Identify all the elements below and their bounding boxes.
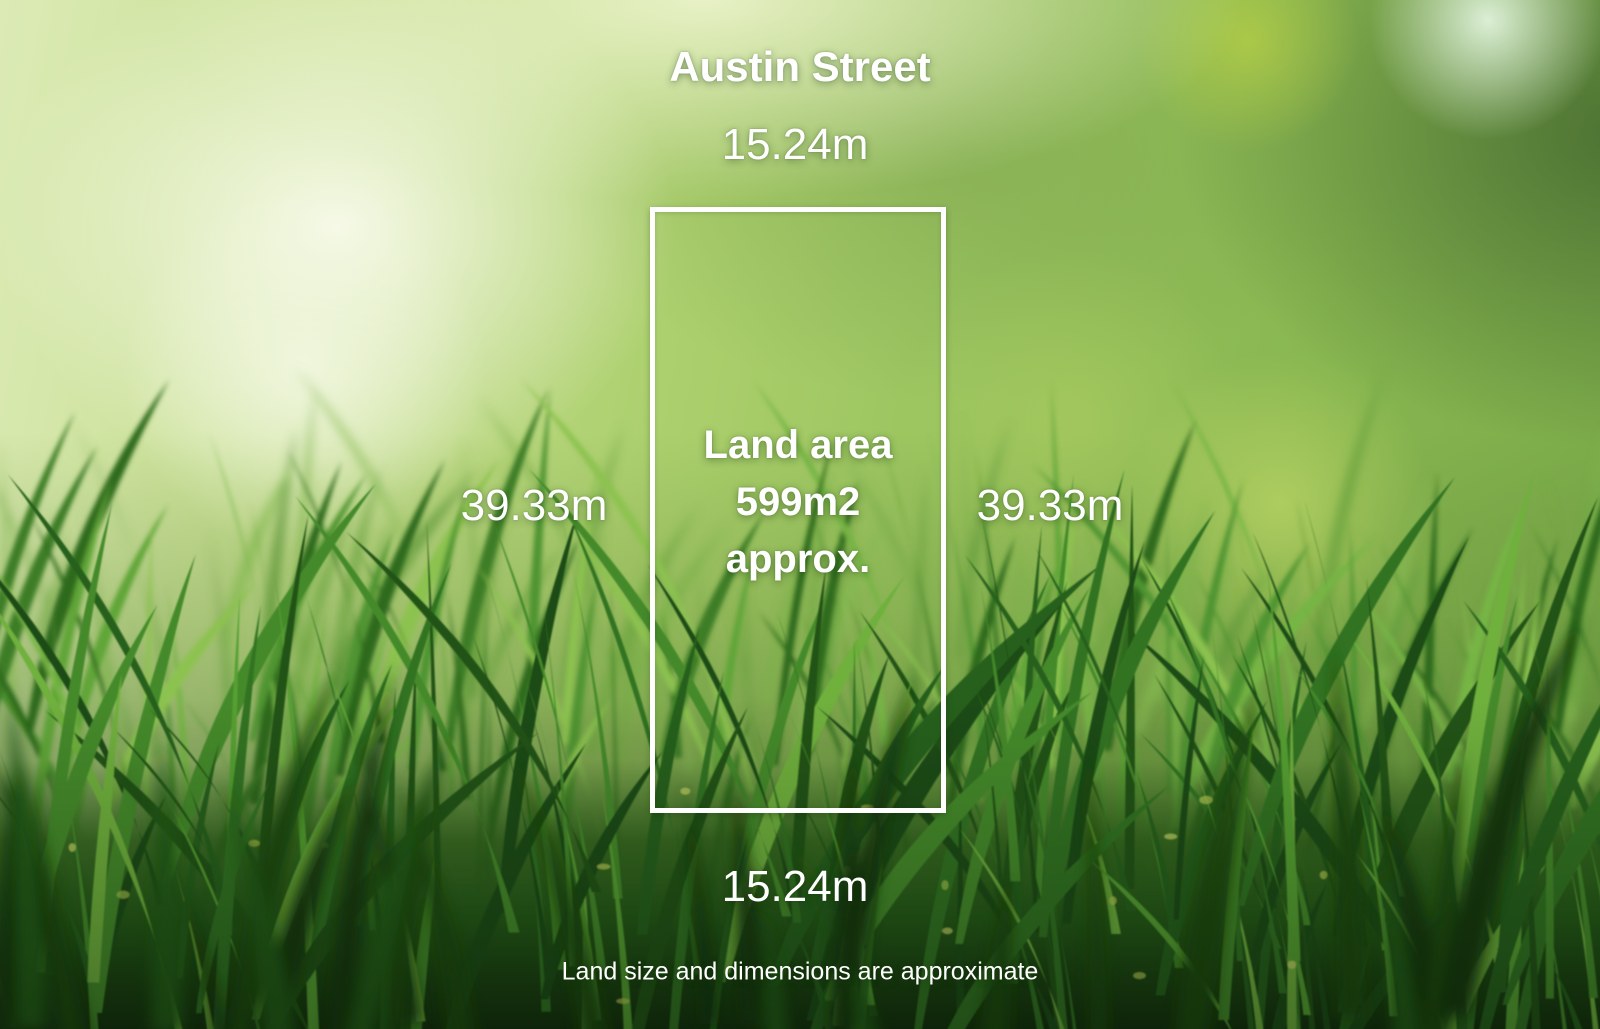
land-area-text: Land area 599m2 approx. [704,417,893,588]
disclaimer-text: Land size and dimensions are approximate [561,957,1039,986]
bottom-frontage-dimension: 15.24m [721,862,869,911]
land-area-line1: Land area [703,422,893,467]
land-area-line2: 599m2 [735,479,861,524]
left-side-dimension: 39.33m [460,481,608,530]
lot-boundary-rectangle: Land area 599m2 approx. [650,207,946,813]
land-area-line3: approx. [725,536,871,581]
street-name-label: Austin Street [669,43,931,90]
right-side-dimension: 39.33m [976,481,1124,530]
top-frontage-dimension: 15.24m [721,120,869,169]
